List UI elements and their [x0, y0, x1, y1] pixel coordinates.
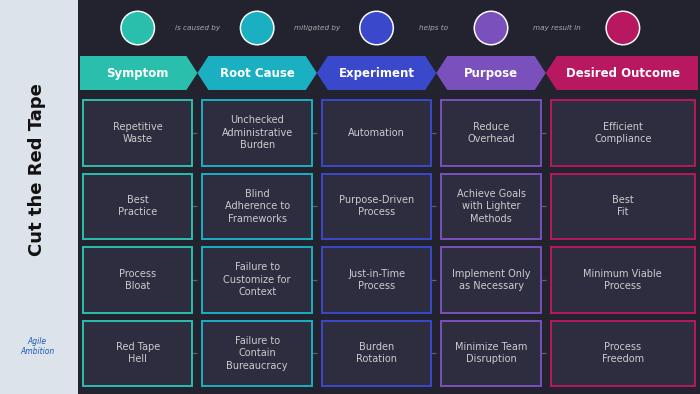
Text: Blind
Adherence to
Frameworks: Blind Adherence to Frameworks: [225, 189, 290, 224]
Circle shape: [473, 11, 508, 45]
FancyBboxPatch shape: [551, 173, 695, 239]
FancyBboxPatch shape: [551, 247, 695, 312]
Text: Automation: Automation: [348, 128, 405, 138]
Text: Minimum Viable
Process: Minimum Viable Process: [584, 269, 662, 291]
Text: Minimize Team
Disruption: Minimize Team Disruption: [455, 342, 527, 364]
FancyBboxPatch shape: [83, 173, 192, 239]
FancyBboxPatch shape: [441, 100, 540, 165]
Circle shape: [359, 11, 394, 45]
Text: Cut the Red Tape: Cut the Red Tape: [29, 83, 46, 256]
Bar: [0, 0, 78, 394]
Text: Failure to
Contain
Bureaucracy: Failure to Contain Bureaucracy: [226, 336, 288, 371]
Circle shape: [606, 11, 640, 45]
Text: Agile
Ambition: Agile Ambition: [20, 337, 55, 357]
FancyBboxPatch shape: [202, 100, 312, 165]
Text: mitigated by: mitigated by: [294, 25, 340, 31]
Text: Efficient
Compliance: Efficient Compliance: [594, 122, 652, 144]
Polygon shape: [80, 56, 197, 90]
FancyBboxPatch shape: [202, 320, 312, 386]
Text: Symptom: Symptom: [106, 67, 169, 80]
Text: Implement Only
as Necessary: Implement Only as Necessary: [452, 269, 531, 291]
Polygon shape: [546, 56, 698, 90]
FancyBboxPatch shape: [83, 100, 192, 165]
FancyBboxPatch shape: [322, 173, 431, 239]
Text: may result in: may result in: [533, 25, 581, 31]
Text: Just-in-Time
Process: Just-in-Time Process: [348, 269, 405, 291]
FancyBboxPatch shape: [83, 320, 192, 386]
Circle shape: [475, 12, 507, 44]
Text: Experiment: Experiment: [339, 67, 414, 80]
Polygon shape: [436, 56, 546, 90]
Text: helps to: helps to: [419, 25, 448, 31]
Text: Process
Bloat: Process Bloat: [119, 269, 156, 291]
FancyBboxPatch shape: [441, 173, 540, 239]
Text: Achieve Goals
with Lighter
Methods: Achieve Goals with Lighter Methods: [456, 189, 526, 224]
Text: Unchecked
Administrative
Burden: Unchecked Administrative Burden: [221, 115, 293, 150]
Circle shape: [360, 12, 393, 44]
Circle shape: [122, 12, 154, 44]
Circle shape: [239, 11, 274, 45]
FancyBboxPatch shape: [322, 100, 431, 165]
Polygon shape: [197, 56, 317, 90]
Text: Best
Fit: Best Fit: [612, 195, 634, 217]
Text: Purpose: Purpose: [464, 67, 518, 80]
Polygon shape: [317, 56, 436, 90]
Text: Process
Freedom: Process Freedom: [602, 342, 644, 364]
Circle shape: [120, 11, 155, 45]
FancyBboxPatch shape: [441, 320, 540, 386]
FancyBboxPatch shape: [322, 247, 431, 312]
Text: is caused by: is caused by: [175, 25, 220, 31]
FancyBboxPatch shape: [441, 247, 540, 312]
FancyBboxPatch shape: [551, 320, 695, 386]
Text: Repetitive
Waste: Repetitive Waste: [113, 122, 162, 144]
FancyBboxPatch shape: [202, 247, 312, 312]
FancyBboxPatch shape: [202, 173, 312, 239]
Text: Burden
Rotation: Burden Rotation: [356, 342, 397, 364]
FancyBboxPatch shape: [83, 247, 192, 312]
Circle shape: [241, 12, 273, 44]
Text: Failure to
Customize for
Context: Failure to Customize for Context: [223, 262, 291, 297]
Text: Root Cause: Root Cause: [220, 67, 295, 80]
Text: Best
Practice: Best Practice: [118, 195, 158, 217]
Text: Red Tape
Hell: Red Tape Hell: [116, 342, 160, 364]
FancyBboxPatch shape: [551, 100, 695, 165]
Text: Reduce
Overhead: Reduce Overhead: [467, 122, 514, 144]
Text: Purpose-Driven
Process: Purpose-Driven Process: [339, 195, 414, 217]
FancyBboxPatch shape: [322, 320, 431, 386]
Circle shape: [607, 12, 639, 44]
Text: Desired Outcome: Desired Outcome: [566, 67, 680, 80]
